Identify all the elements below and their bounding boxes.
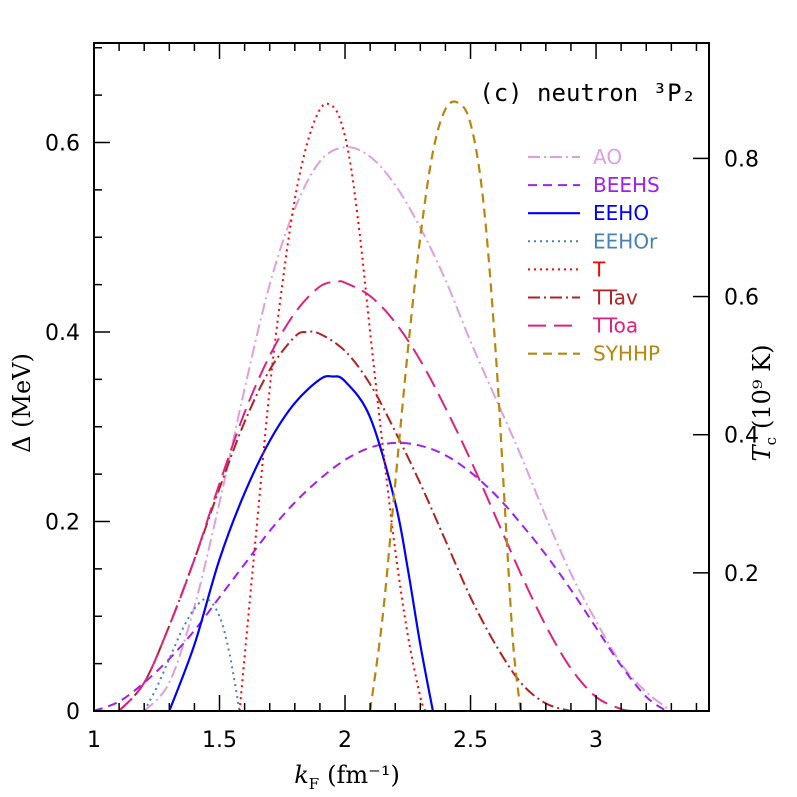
x-tick-label: 1 (87, 728, 101, 753)
panel-title: (c) neutron ³P₂ (479, 79, 696, 107)
series-line-ttoa (118, 280, 634, 712)
x-axis-label-subscript: F (309, 775, 319, 793)
y-right-tick-label: 0.8 (724, 147, 759, 172)
curves-layer (93, 100, 672, 712)
y-right-tick-label: 0.6 (724, 286, 759, 311)
x-tick-label: 3 (589, 728, 603, 753)
legend-label-syhhp: SYHHP (593, 342, 660, 366)
x-tick-label: 2.5 (453, 728, 488, 753)
legend: AO BEEHS EEHO EEHOr T TTav TToa SYHHP (528, 145, 660, 366)
y-axis-label: Δ (MeV) (8, 353, 36, 453)
series-line-t (238, 102, 427, 712)
plot-frame (93, 42, 710, 712)
legend-label-eeho: EEHO (593, 201, 649, 225)
series-line-syhhp (369, 100, 522, 712)
x-axis-label: kF (fm⁻¹) (294, 761, 400, 793)
x-axis-label-symbol: k (294, 761, 309, 789)
series-line-eehor (143, 598, 241, 712)
legend-label-beehs: BEEHS (593, 173, 660, 197)
y-tick-label: 0.2 (45, 510, 80, 535)
series-line-eeho (168, 375, 434, 712)
y-axis-right-label-symbol: T (748, 443, 776, 461)
legend-label-ttav: TTav (592, 286, 638, 310)
series-line-ao (143, 146, 672, 712)
series-line-ttav (118, 330, 572, 712)
ticks-layer: 1 1.5 2 2.5 3 0 0.2 0.4 0.6 0.2 0.4 0.6 0.8 (45, 43, 759, 753)
y-axis-right-label-unit: (10⁹ K) (748, 345, 776, 429)
y-right-tick-label: 0.2 (724, 562, 759, 587)
y-axis-right-label: Tc (10⁹ K) (748, 345, 780, 462)
legend-label-ao: AO (593, 145, 622, 169)
x-tick-label: 2 (338, 728, 352, 753)
legend-label-eehor: EEHOr (593, 229, 658, 253)
legend-label-t: T (592, 257, 606, 281)
y-tick-label: 0.4 (45, 321, 80, 346)
x-axis-label-unit: (fm⁻¹) (327, 761, 400, 789)
y-right-tick-label: 0.4 (724, 424, 759, 449)
series-line-beehs (93, 441, 667, 712)
y-axis-right-label-subscript: c (762, 437, 780, 445)
y-tick-label: 0.6 (45, 131, 80, 156)
legend-label-ttoa: TToa (592, 314, 638, 338)
y-tick-label: 0 (66, 700, 80, 725)
x-tick-label: 1.5 (202, 728, 237, 753)
